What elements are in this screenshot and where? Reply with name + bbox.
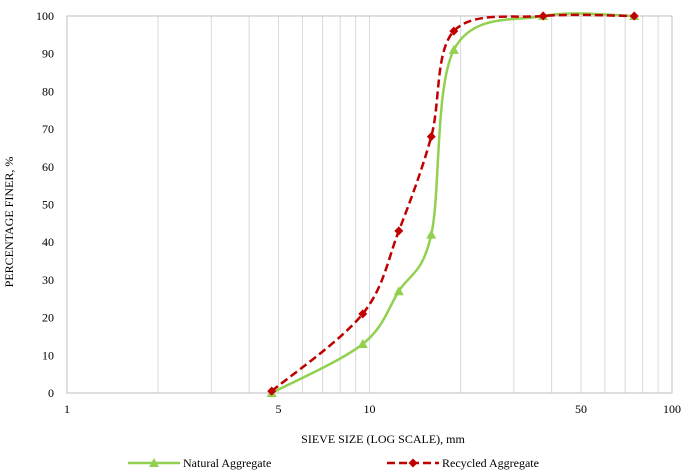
y-tick-label: 90 [42,47,54,61]
data-point-recycled-aggregate [629,11,639,21]
data-point-natural-aggregate [393,286,404,296]
y-tick-label: 10 [42,348,54,362]
legend-item-natural-aggregate: Natural Aggregate [128,456,271,470]
data-point-recycled-aggregate [538,11,548,21]
gridlines [157,16,659,393]
legend-marker [408,458,418,468]
data-point-recycled-aggregate [358,309,368,319]
legend-label: Recycled Aggregate [442,456,539,470]
y-tick-label: 50 [42,198,54,212]
y-axis-title: PERCENTAGE FINER, % [2,157,16,288]
legend-marker [149,458,159,467]
legend-item-recycled-aggregate: Recycled Aggregate [387,456,539,470]
x-tick-label: 100 [663,402,681,416]
data-point-recycled-aggregate [267,386,277,396]
series-recycled-aggregate [267,11,639,396]
data-point-natural-aggregate [357,338,368,348]
legend-label: Natural Aggregate [183,456,271,470]
legend: Natural Aggregate Recycled Aggregate [128,456,539,470]
data-point-recycled-aggregate [426,132,436,142]
series-line-natural-aggregate [271,12,635,395]
y-tick-label: 60 [42,160,54,174]
y-tick-label: 80 [42,84,54,98]
x-tick-label: 1 [64,402,70,416]
data-point-recycled-aggregate [449,26,459,36]
y-tick-label: 30 [42,273,54,287]
tick-labels: 0 10 20 30 40 50 60 70 80 90 100 1 5 10 50 100 [36,9,681,416]
x-tick-label: 10 [364,402,376,416]
y-tick-label: 0 [48,386,54,400]
plot-frame [66,15,673,394]
y-tick-label: 40 [42,235,54,249]
x-tick-label: 50 [575,402,587,416]
x-tick-label: 5 [275,402,281,416]
series-group [266,11,640,397]
y-tick-label: 70 [42,122,54,136]
y-tick-label: 100 [36,9,54,23]
y-tick-label: 20 [42,311,54,325]
data-point-natural-aggregate [426,229,437,239]
axes [66,15,673,394]
data-point-recycled-aggregate [394,226,404,236]
series-line-recycled-aggregate [270,13,635,393]
data-point-natural-aggregate [448,44,459,54]
x-axis-title: SIEVE SIZE (LOG SCALE), mm [301,432,465,446]
